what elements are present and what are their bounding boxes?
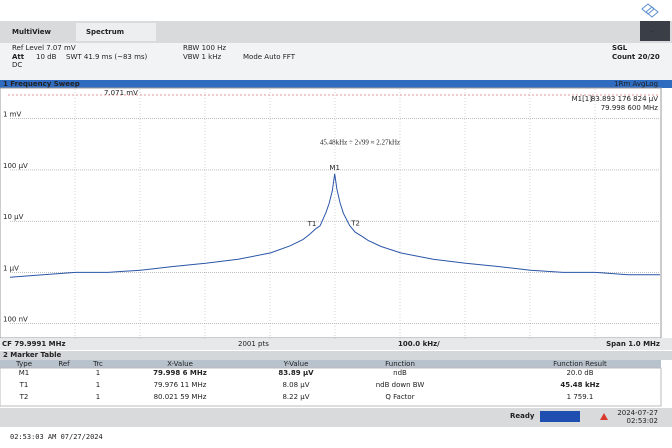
marker-name: M1[1] [572,95,593,103]
cf: CF 79.9991 MHz [2,340,66,348]
table-cell: T2 [19,393,29,401]
menu-button[interactable] [640,21,670,41]
tab[interactable] [76,23,156,41]
date: 2024-07-27 [617,409,658,417]
att-value: 10 dB [36,53,57,61]
y-tick-label: 1 µV [3,264,19,272]
ref-marker: 7.071 mV [104,89,138,97]
trace-name: 1Rm AvgLog [614,80,658,88]
tab-label[interactable]: MultiView [12,28,52,36]
table-title-bar [0,351,672,360]
att: Att [12,53,25,61]
marker-label: M1 [329,164,340,172]
table-cell: ndB down BW [376,381,425,389]
formula: 45.48kHz ÷ 2√99 ≈ 2.27kHz [320,139,400,147]
column-header: Type [15,360,32,368]
table-cell: 83.89 µV [278,369,314,377]
sweep-title: 1 Frequency Sweep [3,80,80,88]
table-cell: Q Factor [385,393,414,401]
table-cell: 1 [96,393,100,401]
table-header [0,360,661,368]
menu-icon[interactable]: - [651,28,654,36]
table-cell: 45.48 kHz [560,381,599,389]
mode: Mode Auto FFT [243,53,296,61]
ready: Ready [510,412,535,420]
tab-bar [0,21,672,43]
marker-label: T1 [307,220,317,228]
column-header: Y-Value [283,360,309,368]
column-header: Function [385,360,415,368]
table-cell: 79.998 6 MHz [153,369,207,377]
rbw: RBW 100 Hz [183,44,226,52]
info-panel [0,43,672,80]
status-bar [0,408,672,427]
marker-freq: 79.998 600 MHz [601,104,659,112]
tab-label[interactable]: Spectrum [86,28,124,36]
column-header: X-Value [167,360,193,368]
table-cell: 1 [96,381,100,389]
table-cell: 1 [96,369,100,377]
column-header: Trc [92,360,103,368]
table-cell: M1 [19,369,30,377]
timestamp: 02:53:03 AM 07/27/2024 [10,433,103,441]
table-body [0,367,662,407]
div: 100.0 kHz/ [398,340,440,348]
y-tick-label: 1 mV [3,111,21,119]
coupling: DC [12,61,22,69]
swt: SWT 41.9 ms (~83 ms) [66,53,148,61]
ref-level: Ref Level 7.07 mV [12,44,76,52]
y-tick-label: 100 µV [3,162,28,170]
marker-label: T2 [350,219,360,227]
sgl: SGL [612,44,628,52]
table-cell: 80.021 59 MHz [154,393,207,401]
span: Span 1.0 MHz [606,340,660,348]
table-cell: 79.976 11 MHz [154,381,207,389]
plot-area [0,87,662,339]
pts: 2001 pts [238,340,269,348]
table-cell: T1 [19,381,29,389]
column-header: Ref [58,360,70,368]
marker-value: 83.893 176 824 µV [591,95,658,103]
table-cell: 8.08 µV [282,381,309,389]
y-tick-label: 10 µV [3,213,24,221]
logo [641,3,659,18]
table-cell: 20.0 dB [566,369,593,377]
column-header: Function Result [553,360,607,368]
axis-footer [0,338,672,350]
warning-icon [600,413,608,420]
y-tick-label: 100 nV [3,316,28,324]
table-cell: ndB [393,369,407,377]
vbw: VBW 1 kHz [183,53,221,61]
progress-icon [540,411,580,422]
table-cell: 1 759.1 [567,393,594,401]
table-cell: 8.22 µV [282,393,309,401]
time: 02:53:02 [627,417,658,425]
table-title: 2 Marker Table [3,351,62,359]
sweep-title-bar [0,80,672,88]
count: Count 20/20 [612,53,660,61]
trace [9,173,660,278]
